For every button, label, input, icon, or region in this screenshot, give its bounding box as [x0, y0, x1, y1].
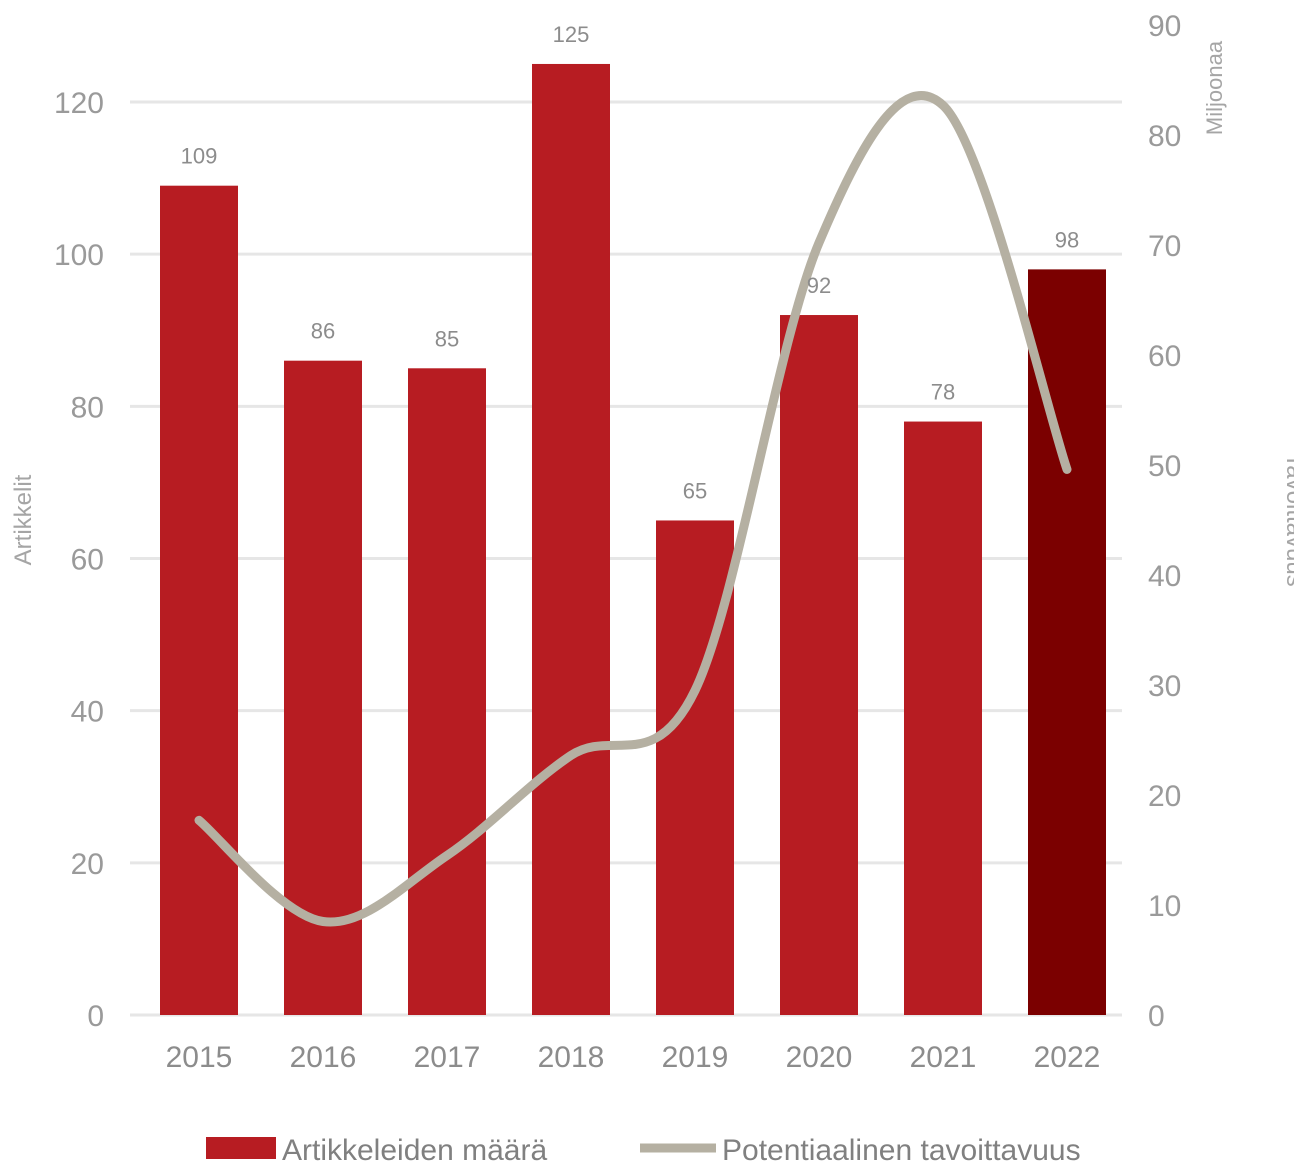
x-tick-label: 2017	[414, 1041, 481, 1074]
left-tick-label: 120	[54, 87, 104, 120]
left-tick-label: 40	[71, 696, 104, 729]
x-tick-label: 2016	[290, 1041, 357, 1074]
right-tick-label: 10	[1148, 890, 1181, 923]
bar-data-label: 78	[931, 380, 955, 405]
bar-data-label: 92	[807, 273, 831, 298]
bar-2015	[160, 185, 238, 1016]
left-tick-label: 60	[71, 544, 104, 577]
bar-data-label: 65	[683, 478, 707, 503]
bar-2020	[780, 315, 858, 1015]
right-tick-label: 70	[1148, 230, 1181, 263]
x-tick-label: 2021	[910, 1041, 977, 1074]
x-tick-label: 2015	[166, 1041, 233, 1074]
right-tick-label: 20	[1148, 780, 1181, 813]
bar-2017	[408, 368, 486, 1016]
left-tick-label: 20	[71, 848, 104, 881]
data-labels: 109 86 85 125 65 92 78 98	[181, 22, 1080, 504]
bar-data-label: 109	[181, 144, 218, 169]
bar-2021	[904, 421, 982, 1015]
right-axis: 0 10 20 30 40 50 60 70 80 90	[1148, 10, 1181, 1033]
right-tick-label: 90	[1148, 10, 1181, 43]
right-tick-label: 0	[1148, 1000, 1165, 1033]
right-axis-title: Tavoittavuus	[1281, 453, 1294, 586]
legend-swatch-articles	[206, 1137, 276, 1159]
bar-data-label: 85	[435, 326, 459, 351]
reach-line	[194, 91, 1072, 927]
left-axis: 0 20 40 60 80 100 120	[54, 87, 104, 1033]
legend-label-reach: Potentiaalinen tavoittavuus	[722, 1134, 1081, 1162]
right-tick-label: 30	[1148, 670, 1181, 703]
x-tick-label: 2018	[538, 1041, 605, 1074]
x-tick-label: 2022	[1034, 1041, 1101, 1074]
x-tick-label: 2019	[662, 1041, 729, 1074]
left-tick-label: 80	[71, 391, 104, 424]
left-tick-label: 0	[87, 1000, 104, 1033]
bar-data-label: 86	[311, 319, 335, 344]
bars	[160, 63, 1106, 1016]
bar-2019	[656, 520, 734, 1015]
bar-2018	[532, 63, 610, 1016]
right-tick-label: 80	[1148, 120, 1181, 153]
legend-label-articles: Artikkeleiden määrä	[282, 1134, 547, 1162]
x-axis: 2015 2016 2017 2018 2019 2020 2021 2022	[166, 1041, 1101, 1074]
left-tick-label: 100	[54, 239, 104, 272]
bar-data-label: 125	[553, 22, 590, 47]
right-tick-label: 50	[1148, 450, 1181, 483]
x-tick-label: 2020	[786, 1041, 853, 1074]
bar-data-label: 98	[1055, 227, 1079, 252]
right-tick-label: 60	[1148, 340, 1181, 373]
right-axis-unit: Miljoonaa	[1202, 40, 1227, 135]
line-layer	[194, 91, 1072, 927]
legend: Artikkeleiden määrä Potentiaalinen tavoi…	[206, 1134, 1081, 1162]
right-tick-label: 40	[1148, 560, 1181, 593]
left-axis-title: Artikkelit	[10, 474, 37, 565]
